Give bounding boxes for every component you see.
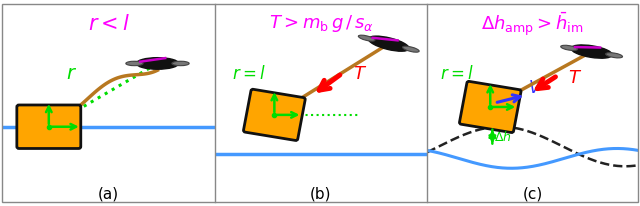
Text: $r = l$: $r = l$	[440, 65, 474, 83]
FancyBboxPatch shape	[17, 105, 81, 149]
Text: (b): (b)	[310, 186, 332, 201]
Ellipse shape	[369, 36, 409, 51]
FancyBboxPatch shape	[460, 81, 521, 132]
Text: $\Delta h$: $\Delta h$	[495, 130, 512, 144]
Ellipse shape	[403, 46, 419, 52]
Text: $r = l$: $r = l$	[232, 65, 266, 83]
Text: $r < l$: $r < l$	[88, 14, 129, 34]
Ellipse shape	[605, 53, 623, 58]
Text: $T$: $T$	[353, 65, 367, 83]
Ellipse shape	[358, 35, 375, 41]
Text: (c): (c)	[522, 186, 543, 201]
Ellipse shape	[172, 61, 189, 66]
Text: $T > m_{\mathrm{b}}\,g\,/\,s_{\alpha}$: $T > m_{\mathrm{b}}\,g\,/\,s_{\alpha}$	[269, 13, 373, 34]
Text: $T$: $T$	[568, 69, 582, 87]
Ellipse shape	[136, 58, 179, 69]
FancyBboxPatch shape	[243, 89, 305, 140]
Text: $\Delta h_{\mathrm{amp}} > \bar{h}_{\mathrm{im}}$: $\Delta h_{\mathrm{amp}} > \bar{h}_{\mat…	[481, 10, 584, 38]
Ellipse shape	[126, 61, 143, 66]
Text: $r$: $r$	[66, 64, 77, 83]
Text: $V$: $V$	[528, 79, 543, 97]
Ellipse shape	[561, 45, 577, 50]
Ellipse shape	[571, 45, 612, 58]
Text: (a): (a)	[98, 186, 119, 201]
